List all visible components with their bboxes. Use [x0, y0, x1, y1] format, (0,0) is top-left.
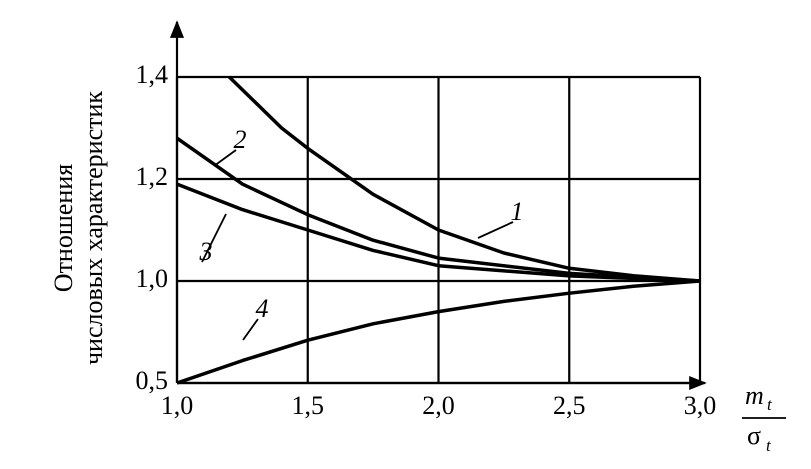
x-tick-label: 2,5	[553, 391, 586, 420]
x-tick-label: 1,0	[161, 391, 194, 420]
x-axis-title: m t σ t	[742, 381, 786, 455]
leader-line	[477, 221, 514, 239]
series-label: 2	[234, 125, 247, 154]
y-tick-label: 1,0	[136, 264, 169, 293]
y-tick-label: 0,5	[136, 366, 169, 395]
y-axis-title: Отношения числовых характеристик	[49, 91, 108, 365]
series-label: 3	[199, 237, 213, 266]
x-label-denominator-sub: t	[766, 436, 772, 455]
y-label-line: Отношения	[49, 164, 78, 292]
y-tick-label: 1,4	[136, 60, 169, 89]
line-series	[176, 182, 701, 283]
line-series	[175, 136, 701, 283]
leader-line	[242, 318, 259, 341]
leader-line	[201, 213, 227, 263]
series-label: 4	[256, 294, 269, 323]
leader-line	[213, 149, 237, 167]
series-label: 1	[511, 197, 524, 226]
y-label-line: числовых характеристик	[79, 91, 108, 365]
x-tick-label: 1,5	[292, 391, 325, 420]
x-tick-label: 3,0	[684, 391, 717, 420]
x-label-numerator: m	[745, 381, 764, 410]
y-tick-label: 1,2	[136, 162, 169, 191]
x-label-denominator: σ	[747, 421, 761, 450]
line-series	[176, 279, 701, 385]
line-series	[228, 75, 701, 283]
x-label-numerator-sub: t	[767, 395, 773, 414]
x-tick-label: 2,0	[422, 391, 455, 420]
